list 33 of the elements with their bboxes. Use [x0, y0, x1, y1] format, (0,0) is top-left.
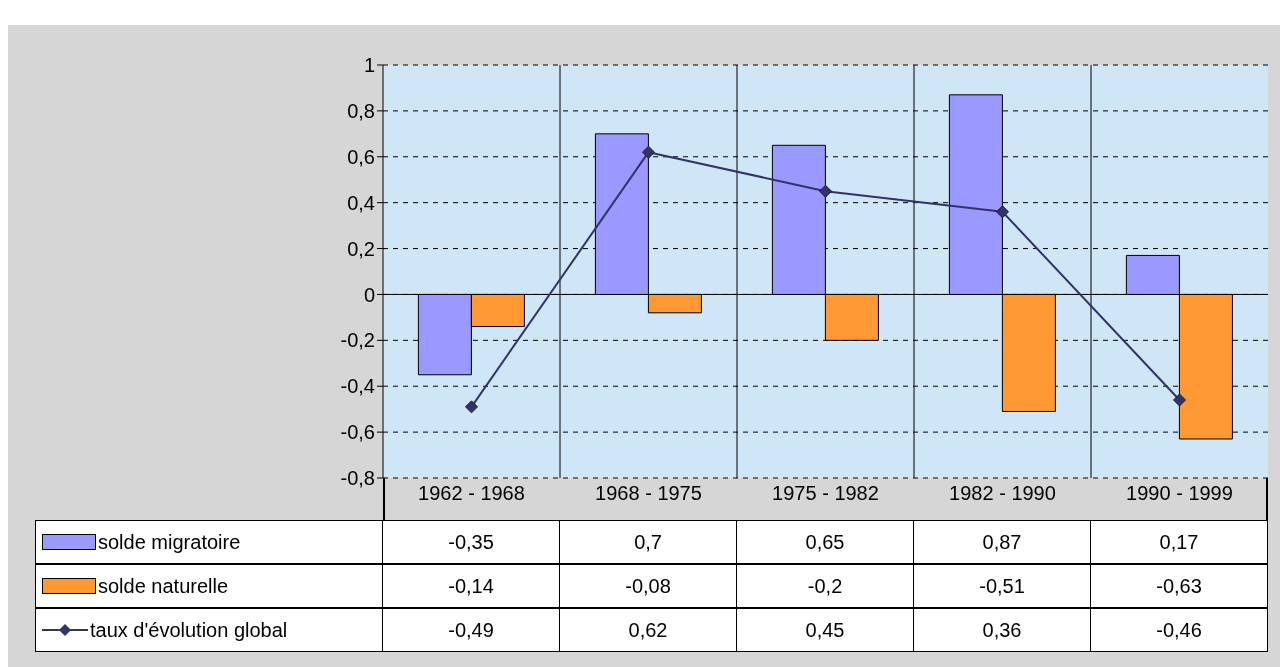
data-label: -0,14	[383, 565, 561, 607]
legend-label: taux d'évolution global	[90, 618, 288, 642]
y-tick-label: -0,8	[340, 467, 375, 490]
y-tick-label: 0,4	[347, 191, 375, 214]
data-label: -0,63	[1155, 574, 1203, 599]
y-tick-label: -0,2	[340, 329, 375, 352]
x-tick-label: 1990 - 1999	[1126, 482, 1233, 505]
data-label: -0,08	[560, 565, 738, 607]
x-tick-label: 1962 - 1968	[418, 482, 525, 505]
data-label: 0,36	[914, 609, 1092, 651]
data-label: 0,7	[560, 521, 738, 563]
data-label: 0,62	[560, 609, 738, 651]
x-tick-label: 1968 - 1975	[595, 482, 702, 505]
legend-label: solde naturelle	[98, 574, 229, 598]
y-tick-label: 0,6	[347, 145, 375, 168]
data-label: -0,35	[383, 521, 561, 563]
data-label: -0,2	[737, 565, 915, 607]
legend-label: solde migratoire	[98, 530, 241, 554]
data-label: -0,46	[1155, 618, 1203, 643]
y-tick-label: -0,6	[340, 421, 375, 444]
data-label: 0,87	[914, 521, 1092, 563]
y-tick-label: -0,4	[340, 375, 375, 398]
data-label: -0,49	[383, 609, 561, 651]
data-label: 0,17	[1158, 530, 1200, 555]
data-label: 0,45	[737, 609, 915, 651]
x-tick-label: 1975 - 1982	[772, 482, 879, 505]
data-label: 0,65	[737, 521, 915, 563]
x-tick-label: 1982 - 1990	[949, 482, 1056, 505]
y-tick-label: 0,8	[347, 99, 375, 122]
data-label: -0,51	[914, 565, 1092, 607]
y-tick-label: 0	[363, 283, 375, 306]
y-tick-label: 0,2	[347, 237, 375, 260]
y-tick-label: 1	[363, 54, 375, 77]
